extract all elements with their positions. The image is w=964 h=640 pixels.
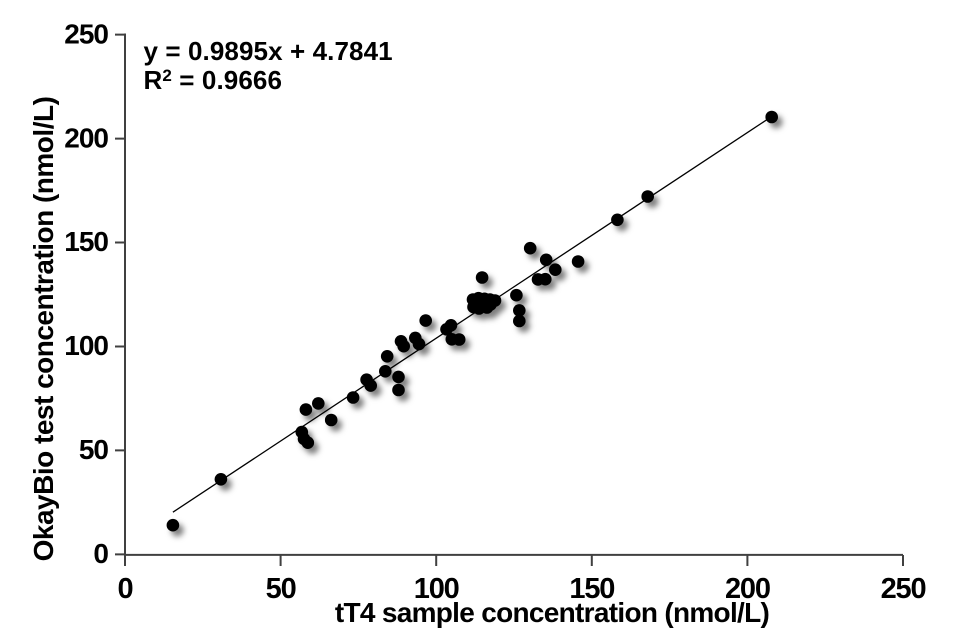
svg-text:0: 0 — [118, 573, 133, 605]
svg-text:200: 200 — [725, 573, 770, 605]
svg-text:100: 100 — [64, 330, 108, 361]
svg-text:OkayBio test concentration (nm: OkayBio test concentration (nmol/L) — [28, 97, 59, 562]
svg-text:tT4 sample concentration (nmol: tT4 sample concentration (nmol/L) — [335, 597, 769, 628]
svg-text:250: 250 — [881, 573, 926, 605]
svg-text:250: 250 — [64, 18, 108, 49]
svg-text:50: 50 — [266, 573, 296, 605]
svg-text:150: 150 — [569, 573, 614, 605]
svg-text:50: 50 — [79, 434, 109, 465]
svg-text:R2 = 0.9666: R2 = 0.9666 — [144, 65, 283, 95]
svg-text:150: 150 — [64, 226, 108, 257]
svg-text:200: 200 — [64, 122, 108, 153]
svg-text:0: 0 — [93, 538, 108, 569]
svg-text:100: 100 — [414, 573, 459, 605]
svg-text:y = 0.9895x + 4.7841: y = 0.9895x + 4.7841 — [144, 36, 393, 66]
